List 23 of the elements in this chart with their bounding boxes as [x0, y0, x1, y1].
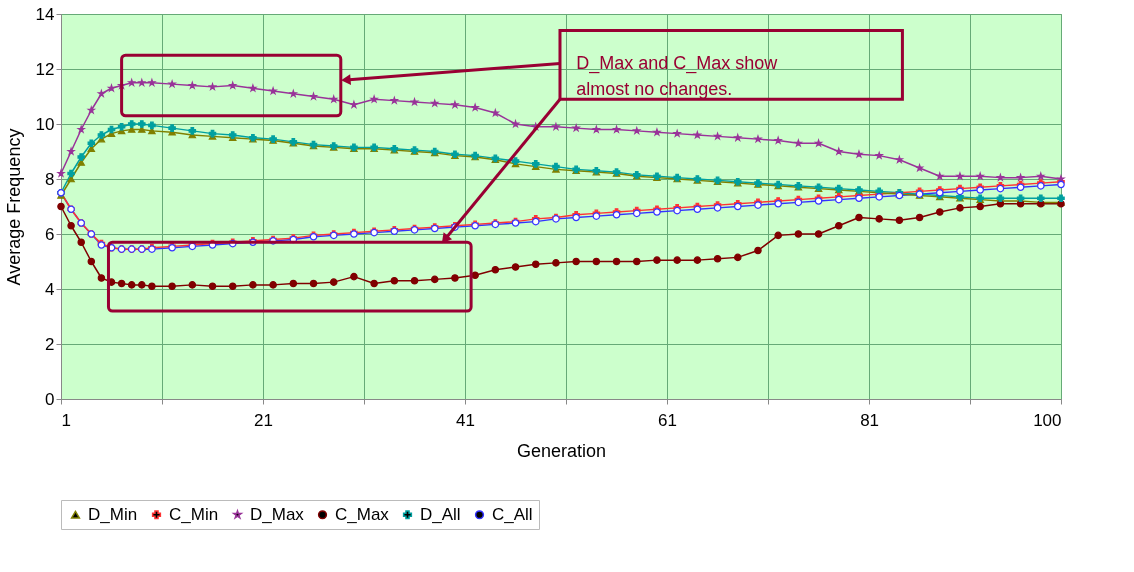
legend-label: C_Max: [335, 504, 390, 524]
x-tick-label: 81: [860, 410, 880, 430]
y-tick-label: 6: [45, 224, 55, 244]
legend-label: D_Max: [250, 504, 305, 524]
x-tick-label: 61: [658, 410, 678, 430]
x-tick-label: 100: [1033, 410, 1062, 430]
y-tick-label: 2: [45, 334, 55, 354]
y-tick-label: 0: [45, 389, 55, 409]
y-axis-title: Average Frequency: [3, 128, 24, 286]
legend-label: C_All: [492, 504, 533, 524]
x-axis-title: Generation: [516, 440, 607, 461]
x-tick-label: 1: [61, 410, 71, 430]
annotation: D_Max and C_Max show almost no changes.: [576, 52, 779, 99]
legend-label: D_Min: [88, 504, 138, 524]
y-tick-label: 4: [45, 279, 55, 299]
y-tick-label: 12: [35, 59, 55, 79]
x-tick-label: 41: [456, 410, 475, 430]
legend-label: D_All: [420, 504, 461, 524]
y-tick-label: 8: [45, 169, 55, 189]
x-tick-label: 21: [254, 410, 273, 430]
y-tick-label: 14: [35, 4, 55, 24]
y-tick-label: 10: [35, 114, 55, 134]
legend-label: C_Min: [169, 504, 219, 524]
